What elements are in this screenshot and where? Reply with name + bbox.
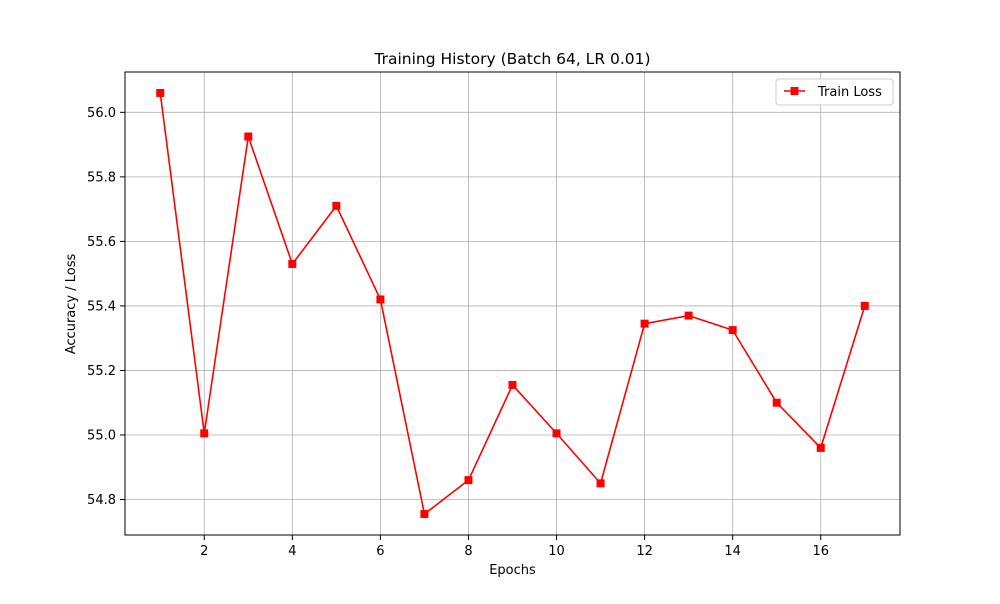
data-point-marker [860, 301, 869, 310]
x-tick-label: 10 [548, 544, 565, 559]
y-tick-label: 55.8 [87, 170, 116, 185]
x-tick-label: 8 [464, 544, 472, 559]
y-axis-label: Accuracy / Loss [64, 254, 79, 355]
data-point-marker [552, 429, 561, 438]
x-tick-label: 2 [200, 544, 208, 559]
x-axis-ticks: 2 4 6 8 10 12 14 16 [200, 535, 829, 559]
chart-title: Training History (Batch 64, LR 0.01) [373, 50, 650, 68]
grid-lines [125, 72, 900, 535]
data-point-marker [156, 88, 165, 97]
data-point-marker [288, 259, 297, 268]
y-tick-label: 55.2 [87, 364, 116, 379]
x-tick-label: 14 [724, 544, 741, 559]
x-tick-label: 16 [812, 544, 829, 559]
data-point-marker [244, 132, 253, 141]
x-tick-label: 12 [636, 544, 653, 559]
data-point-marker [332, 201, 341, 210]
data-point-marker [816, 443, 825, 452]
y-axis-ticks: 54.8 55.0 55.2 55.4 55.6 55.8 56.0 [87, 106, 125, 508]
data-point-marker [684, 311, 693, 320]
data-point-marker [728, 326, 737, 335]
series-line [159, 92, 866, 515]
y-tick-label: 55.4 [87, 299, 116, 314]
legend: Train Loss [775, 78, 894, 106]
x-tick-label: 4 [288, 544, 296, 559]
data-point-marker [772, 398, 781, 407]
plot-area-frame [124, 71, 901, 536]
data-point-marker [640, 319, 649, 328]
legend-marker [790, 87, 799, 95]
y-tick-label: 56.0 [87, 106, 116, 121]
y-tick-label: 55.0 [87, 428, 116, 443]
data-point-marker [200, 429, 209, 438]
data-point-marker [420, 510, 429, 519]
series-layer [156, 88, 869, 519]
data-point-marker [596, 479, 605, 488]
data-point-marker [464, 476, 473, 485]
y-tick-label: 55.6 [87, 235, 116, 250]
y-tick-label: 54.8 [87, 493, 116, 508]
x-axis-label: Epochs [489, 563, 536, 578]
data-point-marker [508, 380, 517, 389]
legend-label: Train Loss [817, 85, 882, 100]
x-tick-label: 6 [376, 544, 384, 559]
data-point-marker [376, 295, 385, 304]
legend-box [775, 78, 894, 106]
